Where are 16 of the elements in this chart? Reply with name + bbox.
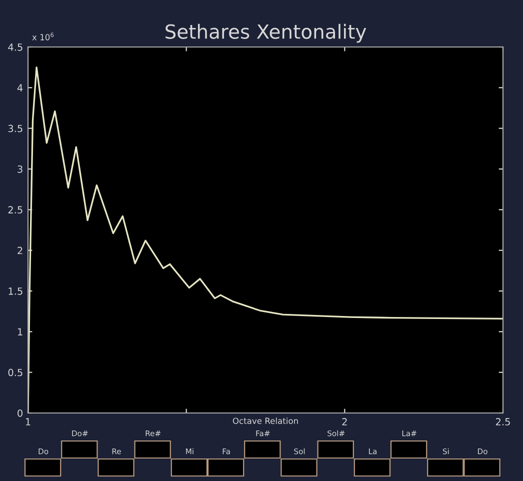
y-tick-label: 2.5 — [8, 206, 22, 214]
y-tick-label: 4.5 — [8, 44, 22, 51]
y-tick-label: 1 — [18, 328, 22, 336]
x-tick-label: 2.5 — [496, 418, 510, 426]
y-tick-label: 1.5 — [8, 288, 22, 295]
y-tick-label: 3 — [18, 165, 22, 173]
y-tick-label: 4 — [17, 84, 23, 92]
text: x 10$^{6}$ — [32, 32, 54, 40]
x-tick-label: 2 — [342, 418, 347, 426]
x-axis-title: Octave Relation — [232, 418, 298, 424]
y-tick-label: 3.5 — [8, 124, 22, 132]
chart-title: Sethares Xentonality — [166, 24, 366, 43]
y-tick-label: 0 — [18, 409, 22, 417]
x-tick-label: 1 — [26, 418, 30, 426]
y-tick-label: 0.5 — [8, 368, 22, 376]
y-tick-label: 2 — [18, 246, 22, 254]
